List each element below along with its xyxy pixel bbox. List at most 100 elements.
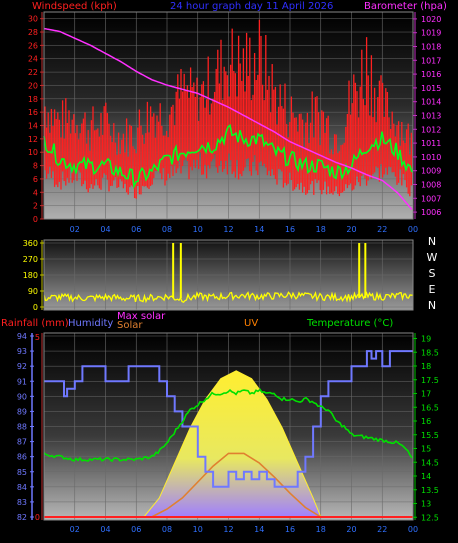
temperature-tick-label: 17	[421, 390, 431, 399]
windspeed-tick-label: 24	[28, 55, 38, 64]
compass-label: N	[428, 299, 436, 312]
barometer-tick-label: 1007	[421, 194, 441, 203]
x-tick-label: 04	[100, 225, 110, 234]
x-tick-label: 06	[131, 525, 141, 534]
barometer-tick-label: 1010	[421, 153, 441, 162]
compass-label: E	[429, 283, 436, 296]
wind-x-axis: 02 04 06 08 10 12 14 16 18 20 22 00	[70, 225, 418, 234]
x-tick-label: 20	[346, 225, 356, 234]
barometer-tick-label: 1018	[421, 43, 441, 52]
direction-tick-label: 270	[23, 255, 38, 264]
temperature-tick-label: 14	[421, 472, 431, 481]
x-tick-label: 12	[223, 225, 233, 234]
windspeed-tick-label: 30	[28, 15, 38, 24]
barometer-tick-label: 1009	[421, 167, 441, 176]
temperature-tick-label: 13	[421, 500, 431, 509]
x-tick-label: 18	[316, 525, 326, 534]
humidity-tick-label: 92	[17, 362, 27, 371]
humidity-tick-label: 94	[17, 332, 27, 341]
temperature-tick-label: 15.5	[421, 431, 439, 440]
x-tick-label: 22	[377, 225, 387, 234]
x-tick-label: 06	[131, 225, 141, 234]
rainfall-tick-label: 5	[35, 333, 40, 342]
barometer-tick-label: 1006	[421, 208, 441, 217]
temperature-tick-label: 14.5	[421, 458, 439, 467]
windspeed-tick-label: 14	[28, 122, 38, 131]
temperature-tick-label: 15	[421, 445, 431, 454]
humidity-tick-label: 88	[17, 423, 27, 432]
maxsolar-legend: Max solar	[117, 311, 166, 322]
windspeed-tick-label: 10	[28, 148, 38, 157]
humidity-tick-label: 90	[17, 392, 27, 401]
x-tick-label: 10	[193, 225, 203, 234]
barometer-y-axis: 1020 1019 1018 1017 1016 1015 1014 1013 1012 1011…	[413, 12, 441, 219]
windspeed-series	[44, 19, 413, 199]
humidity-tick-label: 82	[17, 513, 27, 522]
windspeed-tick-label: 12	[28, 135, 38, 144]
barometer-tick-label: 1016	[421, 70, 441, 79]
humidity-tick-label: 86	[17, 453, 27, 462]
x-tick-label: 12	[223, 525, 233, 534]
humidity-tick-label: 91	[17, 377, 27, 386]
direction-y-axis: 360 270 180 90 0	[23, 239, 44, 312]
barometer-tick-label: 1013	[421, 112, 441, 121]
barometer-tick-label: 1008	[421, 181, 441, 190]
bottom-panel-frame	[43, 332, 414, 521]
temperature-tick-label: 18.5	[421, 348, 439, 357]
x-tick-label: 08	[162, 525, 172, 534]
barometer-axis-title: Barometer (hpa)	[364, 1, 447, 12]
compass-label: S	[429, 267, 436, 280]
x-tick-label: 16	[285, 225, 295, 234]
barometer-series	[43, 27, 413, 211]
barometer-tick-label: 1015	[421, 84, 441, 93]
windspeed-tick-label: 26	[28, 41, 38, 50]
humidity-tick-label: 87	[17, 438, 27, 447]
direction-tick-label: 90	[28, 287, 38, 296]
temperature-tick-label: 17.5	[421, 376, 439, 385]
windspeed-tick-label: 8	[33, 162, 38, 171]
temperature-tick-label: 12.5	[421, 513, 439, 522]
solar-series	[151, 452, 322, 518]
barometer-tick-label: 1020	[421, 15, 441, 24]
windspeed-tick-label: 22	[28, 68, 38, 77]
x-tick-label: 02	[70, 525, 80, 534]
x-tick-label: 14	[254, 225, 264, 234]
x-tick-label: 08	[162, 225, 172, 234]
temperature-tick-label: 19	[421, 335, 431, 344]
windspeed-axis-title: Windspeed (kph)	[32, 1, 117, 12]
x-tick-label: 10	[193, 525, 203, 534]
bottom-x-axis: 02 04 06 08 10 12 14 16 18 20 22 00	[70, 525, 418, 534]
barometer-tick-label: 1014	[421, 98, 441, 107]
x-tick-label: 22	[377, 525, 387, 534]
temperature-tick-label: 16.5	[421, 403, 439, 412]
solar-legend: Solar	[117, 320, 143, 331]
windspeed-tick-label: 4	[33, 188, 38, 197]
humidity-tick-label: 89	[17, 407, 27, 416]
x-tick-label: 18	[316, 225, 326, 234]
humidity-tick-label: 83	[17, 498, 27, 507]
x-tick-label: 00	[408, 525, 418, 534]
windspeed-tick-label: 6	[33, 175, 38, 184]
compass-label: N	[428, 235, 436, 248]
humidity-axis-title: Humidity	[68, 318, 113, 329]
humidity-series	[44, 350, 413, 488]
rainfall-tick-label: 0	[35, 513, 40, 522]
barometer-tick-label: 1019	[421, 29, 441, 38]
x-tick-label: 16	[285, 525, 295, 534]
temperature-y-axis: 19 18.5 18 17.5 17 16.5 16 15.5 15 14.5 14 13.5 13 12…	[413, 333, 439, 522]
temperature-tick-label: 18	[421, 362, 431, 371]
x-tick-label: 00	[408, 225, 418, 234]
x-tick-label: 14	[254, 525, 264, 534]
wind-direction-spikes	[172, 243, 367, 299]
x-tick-label: 20	[346, 525, 356, 534]
humidity-tick-label: 93	[17, 347, 27, 356]
compass-label: W	[427, 251, 438, 264]
windspeed-tick-label: 20	[28, 81, 38, 90]
temperature-tick-label: 13.5	[421, 486, 439, 495]
x-tick-label: 02	[70, 225, 80, 234]
windspeed-tick-label: 16	[28, 108, 38, 117]
windspeed-tick-label: 2	[33, 202, 38, 211]
uv-legend: UV	[244, 318, 258, 329]
